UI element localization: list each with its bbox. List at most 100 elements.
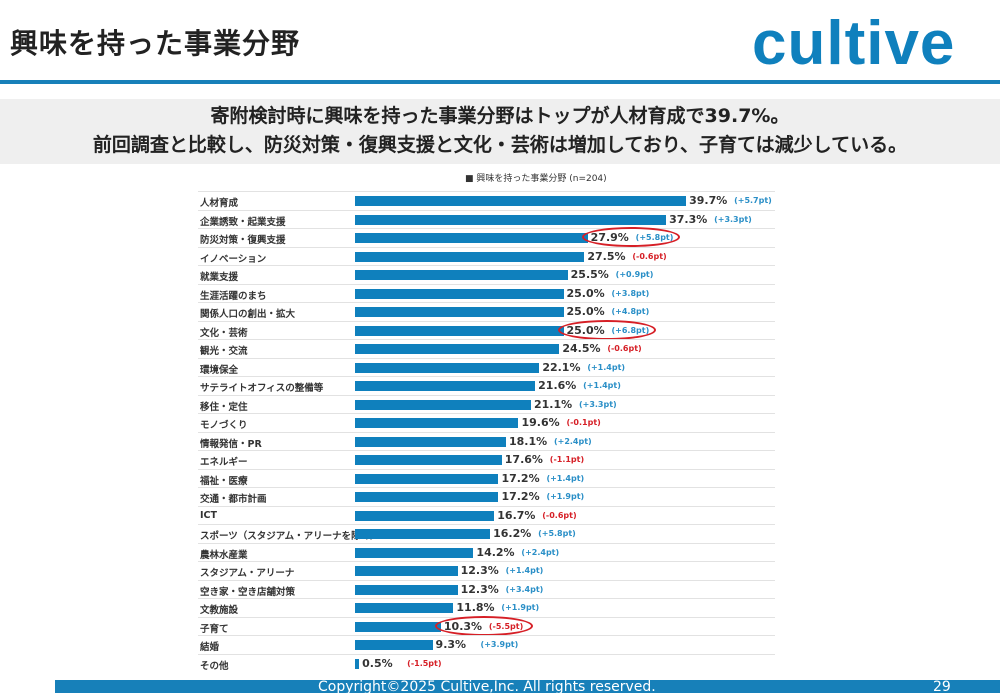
chart-row: 結婚 9.3% (+3.9pt) (198, 635, 775, 655)
bar (355, 640, 433, 650)
chart-row: 関係人口の創出・拡大 25.0% (+4.8pt) (198, 302, 775, 322)
value-label: 16.7% (497, 508, 536, 522)
category-label: 交通・都市計画 (200, 494, 267, 505)
category-label: 福祉・医療 (200, 475, 248, 487)
highlight-circle (434, 615, 533, 636)
category-label: イノベーション (200, 253, 267, 265)
diff-label: (+3.3pt) (578, 399, 617, 409)
value-label: 0.5% (362, 656, 393, 670)
diff-label: (+1.4pt) (583, 381, 621, 390)
diff-label: (+3.4pt) (505, 584, 544, 594)
cultive-logo: cultive (752, 9, 956, 78)
chart-row: モノづくり 19.6% (-0.1pt) (198, 413, 775, 433)
value-label: 25.5% (570, 268, 609, 281)
category-label: 就業支援 (200, 272, 239, 283)
category-label: ICT (200, 509, 217, 521)
value-label: 25.0% (566, 305, 605, 318)
diff-label: (+3.9pt) (480, 640, 519, 649)
copyright: Copyright©2025 Cultive,Inc. All rights r… (318, 680, 656, 693)
chart-row: 情報発信・PR 18.1% (+2.4pt) (198, 431, 775, 452)
category-label: エネルギー (200, 457, 248, 468)
bar (355, 399, 531, 410)
bar-chart: ■ 興味を持った事業分野 (n=204) 人材育成 39.7% (+5.7pt) 企業… (190, 165, 810, 675)
chart-row: 生涯活躍のまち 25.0% (+3.8pt) (198, 283, 775, 304)
chart-row: 環境保全 22.1% (+1.4pt) (198, 357, 775, 378)
chart-legend: ■ 興味を持った事業分野 (n=204) (465, 171, 607, 184)
highlight-circle (581, 227, 680, 247)
diff-label: (+0.9pt) (615, 270, 654, 279)
diff-label: (+3.8pt) (611, 288, 650, 298)
category-label: 移住・定住 (200, 401, 248, 413)
category-label: 人材育成 (200, 198, 239, 209)
bar (355, 473, 499, 484)
chart-row: 人材育成 39.7% (+5.7pt) (198, 191, 775, 211)
value-label: 12.3% (460, 564, 499, 577)
value-label: 12.3% (460, 582, 499, 596)
chart-row: 交通・都市計画 17.2% (+1.9pt) (198, 487, 775, 507)
legend-text: ■ 興味を持った事業分野 (n=204) (465, 174, 607, 184)
bar (355, 270, 568, 280)
chart-row: 防災対策・復興支援 27.9% (+5.8pt) (198, 227, 775, 248)
category-label: サテライトオフィスの整備等 (200, 383, 324, 394)
chart-row: エネルギー 17.6% (-1.1pt) (198, 450, 775, 470)
bar (355, 566, 458, 576)
chart-row: ICT 16.7% (-0.6pt) (198, 505, 775, 526)
chart-row: 観光・交流 24.5% (-0.6pt) (198, 339, 775, 359)
diff-label: (-0.6pt) (632, 251, 667, 261)
diff-label: (-0.6pt) (607, 344, 642, 353)
bar (355, 584, 458, 595)
chart-row: イノベーション 27.5% (-0.6pt) (198, 246, 775, 267)
category-label: モノづくり (200, 420, 248, 431)
bar (355, 344, 560, 354)
value-label: 25.0% (566, 286, 605, 300)
diff-label: (+3.3pt) (714, 214, 752, 224)
chart-row: スポーツ（スタジアム・アリーナを除く） 16.2% (+5.8pt) (198, 524, 775, 544)
value-label: 21.6% (538, 379, 577, 392)
category-label: 農林水産業 (200, 549, 248, 561)
value-label: 19.6% (521, 416, 560, 429)
footer: Copyright©2025 Cultive,Inc. All rights r… (55, 680, 1000, 693)
chart-row: 農林水産業 14.2% (+2.4pt) (198, 542, 775, 563)
diff-label: (+2.4pt) (553, 436, 592, 446)
category-label: 結婚 (200, 642, 220, 653)
diff-label: (+1.4pt) (587, 362, 626, 372)
chart-row: 文教施設 11.8% (+1.9pt) (198, 598, 775, 618)
value-label: 16.2% (493, 527, 532, 540)
value-label: 14.2% (476, 545, 515, 559)
diff-label: (-1.5pt) (407, 658, 442, 668)
bar (355, 214, 667, 225)
category-label: スタジアム・アリーナ (200, 568, 295, 579)
chart-row: 福祉・医療 17.2% (+1.4pt) (198, 468, 775, 489)
value-label: 17.6% (504, 453, 543, 466)
summary-line-1: 寄附検討時に興味を持った事業分野はトップが人材育成で39.7%。 (210, 105, 790, 127)
chart-row: 就業支援 25.5% (+0.9pt) (198, 265, 775, 285)
diff-label: (+1.9pt) (501, 603, 540, 612)
header-divider (0, 80, 1000, 84)
category-label: 生涯活躍のまち (200, 290, 267, 302)
value-label: 39.7% (689, 194, 728, 207)
bar (355, 658, 360, 669)
summary-line-2: 前回調査と比較し、防災対策・復興支援と文化・芸術は増加しており、子育ては減少して… (92, 134, 908, 156)
diff-label: (+4.8pt) (611, 307, 650, 316)
value-label: 27.5% (587, 249, 626, 263)
bar (355, 251, 585, 262)
chart-row: 移住・定住 21.1% (+3.3pt) (198, 394, 775, 415)
bar (355, 621, 441, 632)
bar (355, 288, 564, 299)
bar (355, 603, 454, 613)
diff-label: (+2.4pt) (521, 547, 560, 557)
category-label: 情報発信・PR (200, 438, 262, 450)
summary-banner: 寄附検討時に興味を持った事業分野はトップが人材育成で39.7%。 前回調査と比較… (0, 99, 1000, 164)
value-label: 21.1% (533, 397, 573, 411)
bar (355, 233, 588, 243)
diff-label: (-1.1pt) (549, 455, 585, 464)
chart-row: サテライトオフィスの整備等 21.6% (+1.4pt) (198, 376, 775, 396)
bar (355, 381, 536, 391)
category-label: 企業誘致・起業支援 (200, 216, 286, 228)
diff-label: (+1.4pt) (546, 473, 585, 483)
value-label: 37.3% (669, 212, 708, 226)
bar (355, 436, 506, 447)
highlight-circle (557, 319, 656, 340)
bar (355, 196, 687, 206)
category-label: 関係人口の創出・拡大 (200, 309, 296, 320)
